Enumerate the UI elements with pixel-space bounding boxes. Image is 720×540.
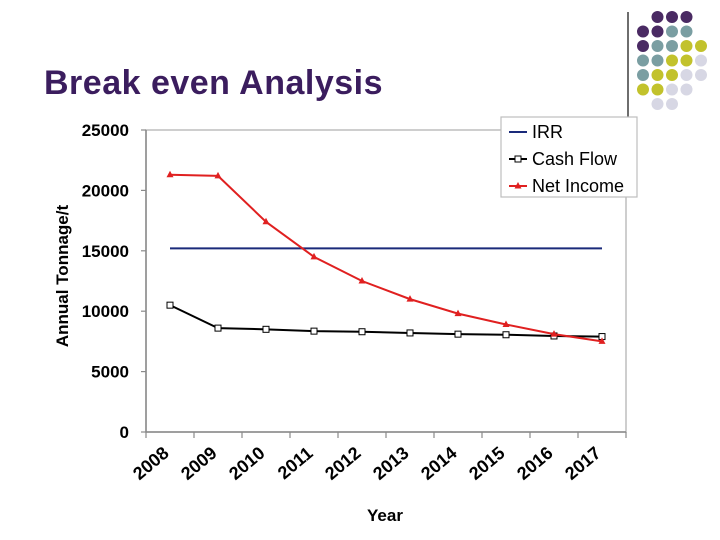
decorative-dot xyxy=(666,98,678,110)
legend-item: IRR xyxy=(509,122,563,142)
data-point xyxy=(406,295,414,302)
y-tick-label: 20000 xyxy=(82,181,129,200)
decorative-dot xyxy=(680,54,693,67)
series-line xyxy=(169,304,603,338)
legend-box xyxy=(500,116,638,198)
x-tick-label: 2008 xyxy=(129,443,173,484)
legend-item: Cash Flow xyxy=(509,149,618,169)
y-tick-label: 15000 xyxy=(82,242,129,261)
data-point xyxy=(214,171,222,179)
x-tick-label: 2014 xyxy=(417,443,461,484)
decorative-dot xyxy=(651,54,664,67)
decorative-dot xyxy=(666,83,678,96)
decorative-dot xyxy=(666,69,678,81)
data-point xyxy=(502,320,510,327)
y-tick-label: 0 xyxy=(120,423,129,442)
title-divider-line xyxy=(627,12,629,120)
decorative-dot xyxy=(666,25,678,38)
x-tick-label: 2017 xyxy=(561,443,605,484)
decorative-dot xyxy=(666,40,678,52)
y-tick-label: 10000 xyxy=(82,302,129,321)
y-tick-label: 25000 xyxy=(82,121,129,140)
legend-marker xyxy=(514,182,522,189)
decorative-dot xyxy=(666,54,678,67)
data-point xyxy=(166,170,174,178)
x-tick-label: 2012 xyxy=(321,443,365,484)
data-point xyxy=(502,331,510,339)
data-point xyxy=(454,330,462,338)
decorative-dot-grid xyxy=(637,11,707,110)
decorative-dot xyxy=(680,40,693,52)
decorative-dot xyxy=(637,69,649,81)
legend-label: IRR xyxy=(532,122,563,142)
x-tick-label: 2016 xyxy=(513,443,557,484)
data-point xyxy=(550,330,558,337)
data-point xyxy=(598,337,606,344)
decorative-dot xyxy=(680,69,693,81)
decorative-dot xyxy=(651,69,664,81)
decorative-dot xyxy=(651,25,664,38)
decorative-dot xyxy=(651,83,664,96)
data-point xyxy=(262,325,270,333)
legend-marker xyxy=(514,155,522,163)
x-tick-label: 2013 xyxy=(369,443,413,484)
decorative-dot xyxy=(637,25,649,38)
decorative-dot xyxy=(651,40,664,52)
data-point xyxy=(310,252,318,260)
data-point xyxy=(262,217,270,225)
data-point xyxy=(358,328,366,336)
decorative-dot xyxy=(651,11,664,23)
data-point xyxy=(358,277,366,284)
x-tick-label: 2010 xyxy=(225,443,269,484)
x-tick-label: 2011 xyxy=(274,443,317,483)
data-point xyxy=(166,301,174,309)
legend-label: Net Income xyxy=(532,176,624,196)
decorative-dot xyxy=(666,11,678,23)
data-point xyxy=(214,324,222,332)
legend-label: Cash Flow xyxy=(532,149,618,169)
decorative-dot xyxy=(695,54,707,67)
series-cash-flow xyxy=(166,301,606,341)
slide-title: Break even Analysis xyxy=(44,64,383,102)
x-axis-label: Year xyxy=(367,506,403,525)
x-tick-label: 2009 xyxy=(177,443,221,484)
decorative-dot xyxy=(695,69,707,81)
series-line xyxy=(169,173,603,343)
data-point xyxy=(310,327,318,335)
x-tick-label: 2015 xyxy=(465,443,509,484)
legend-item: Net Income xyxy=(509,176,624,196)
decorative-dot xyxy=(651,98,664,110)
decorative-dot xyxy=(695,40,707,52)
decorative-dot xyxy=(637,83,649,96)
decorative-dot xyxy=(637,40,649,52)
y-axis-label: Annual Tonnage/t xyxy=(53,205,72,348)
decorative-dot xyxy=(680,11,693,23)
decorative-dot xyxy=(680,83,693,96)
y-tick-label: 5000 xyxy=(91,363,129,382)
data-point xyxy=(454,309,462,317)
decorative-dot xyxy=(637,54,649,67)
decorative-dot xyxy=(680,25,693,38)
series-net-income xyxy=(166,170,606,344)
data-point xyxy=(406,329,414,337)
